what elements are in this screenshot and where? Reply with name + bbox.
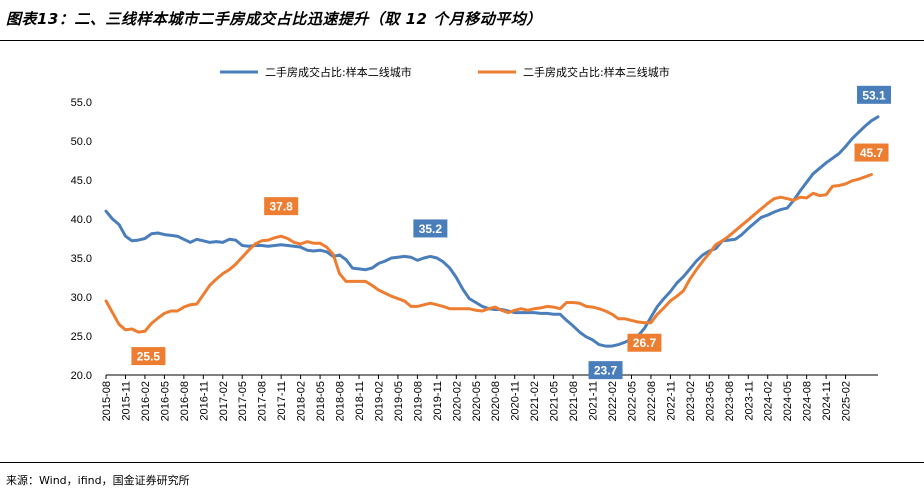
y-tick-label: 35.0 [71, 253, 92, 265]
x-tick-label: 2018-08 [335, 381, 347, 421]
x-tick-label: 2015-11 [120, 381, 132, 421]
y-tick-label: 45.0 [71, 175, 92, 187]
x-tick-label: 2017-05 [237, 381, 249, 421]
data-label: 35.2 [419, 222, 443, 236]
data-label: 25.5 [137, 350, 161, 364]
x-tick-label: 2023-08 [724, 381, 736, 421]
x-tick-label: 2023-02 [685, 381, 697, 421]
chart-title: 图表13：二、三线样本城市二手房成交占比迅速提升（取 12 个月移动平均） [6, 10, 542, 28]
plot-area [104, 115, 880, 348]
data-label: 53.1 [862, 88, 886, 102]
data-label-box [854, 143, 889, 162]
bottom-rule [0, 462, 924, 463]
x-tick-label: 2019-11 [432, 381, 444, 421]
x-tick-label: 2016-11 [198, 381, 210, 421]
y-tick-label: 55.0 [71, 97, 92, 109]
x-tick-label: 2022-02 [607, 381, 619, 421]
x-tick-label: 2024-11 [821, 381, 833, 421]
data-label: 45.7 [860, 146, 884, 160]
x-tick-label: 2023-05 [704, 381, 716, 421]
y-tick-label: 30.0 [71, 292, 92, 304]
x-tick-label: 2019-02 [373, 381, 385, 421]
legend-label-tier3: 二手房成交占比:样本三线城市 [523, 65, 670, 79]
x-tick-label: 2018-05 [315, 381, 327, 421]
legend-label-tier2: 二手房成交占比:样本二线城市 [265, 65, 412, 79]
data-label: 26.7 [633, 336, 657, 350]
x-tick-label: 2019-05 [393, 381, 405, 421]
x-tick-label: 2020-08 [490, 381, 502, 421]
x-tick-label: 2020-05 [471, 381, 483, 421]
series-line-tier2 [104, 115, 880, 348]
x-tick-label: 2023-11 [743, 381, 755, 421]
top-rule [0, 40, 924, 41]
y-tick-label: 25.0 [71, 331, 92, 343]
source-note: 来源：Wind，ifind，国金证券研究所 [6, 474, 190, 487]
y-tick-label: 50.0 [71, 136, 92, 148]
x-tick-label: 2021-11 [588, 381, 600, 421]
legend: 二手房成交占比:样本二线城市 二手房成交占比:样本三线城市 [220, 65, 670, 79]
x-tick-label: 2021-02 [529, 381, 541, 421]
x-tick-label: 2017-08 [257, 381, 269, 421]
x-tick-label: 2018-02 [296, 381, 308, 421]
x-tick-label: 2022-05 [626, 381, 638, 421]
data-label-box [588, 361, 623, 380]
x-tick-label: 2024-05 [782, 381, 794, 421]
data-label-box [857, 85, 891, 104]
x-tick-label: 2016-05 [159, 381, 171, 421]
x-tick-label: 2017-11 [276, 381, 288, 421]
x-tick-label: 2017-02 [218, 381, 230, 421]
x-tick-label: 2016-08 [179, 381, 191, 421]
x-tick-label: 2022-11 [665, 381, 677, 421]
x-tick-label: 2024-02 [763, 381, 775, 421]
x-tick-label: 2016-02 [140, 381, 152, 421]
series-line-tier3 [104, 173, 873, 334]
x-tick-label: 2019-08 [412, 381, 424, 421]
x-tick-label: 2021-05 [549, 381, 561, 421]
callouts: 35.2 23.7 53.1 25.5 37.8 26.7 45.7 [131, 85, 891, 380]
axes: 55.0 50.0 45.0 40.0 35.0 30.0 25.0 20.0 2015-08 2… [71, 97, 878, 421]
x-tick-label: 2022-08 [646, 381, 658, 421]
x-tick-label: 2020-02 [451, 381, 463, 421]
x-tick-label: 2015-08 [101, 381, 113, 421]
y-tick-label: 20.0 [71, 370, 92, 382]
data-label-box [413, 219, 448, 238]
x-tick-label: 2018-11 [354, 381, 366, 421]
x-tick-label: 2021-08 [568, 381, 580, 421]
data-label-box [131, 347, 166, 366]
y-tick-label: 40.0 [71, 214, 92, 226]
data-label-box [627, 333, 662, 352]
x-tick-label: 2020-11 [510, 381, 522, 421]
x-tick-label: 2025-02 [841, 381, 853, 421]
x-tick-label: 2024-08 [802, 381, 814, 421]
data-label-box [264, 197, 299, 216]
data-label: 23.7 [594, 364, 618, 378]
data-label: 37.8 [269, 200, 293, 214]
